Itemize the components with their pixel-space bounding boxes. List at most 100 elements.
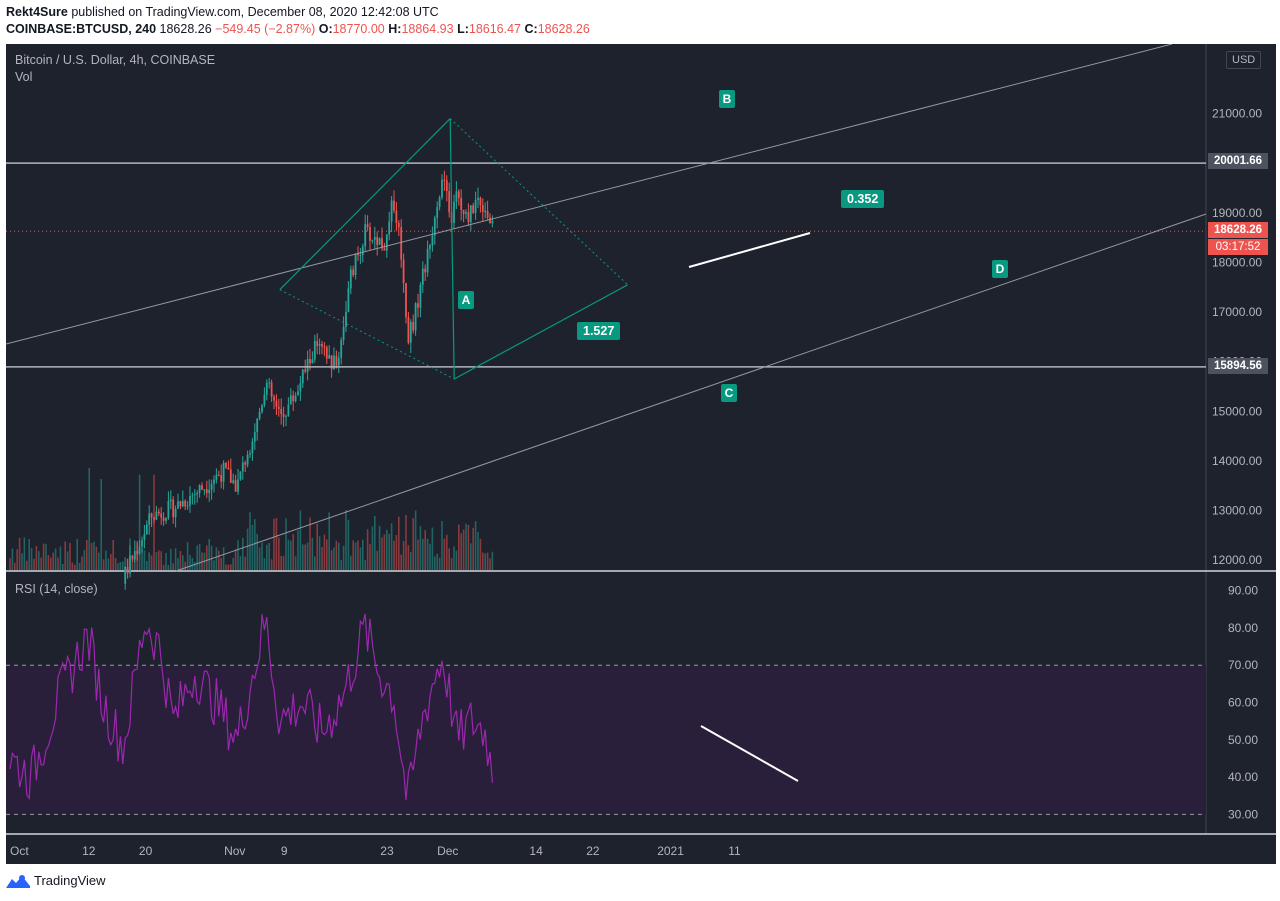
volume-bar [143,550,146,570]
chart-panel[interactable]: 21000.0020000.0019000.0018000.0017000.00… [6,44,1276,864]
volume-bar [359,547,362,570]
volume-bar [218,550,220,570]
point-c-label[interactable]: C [721,384,737,402]
volume-bar [390,523,393,570]
volume-bar [83,549,86,570]
volume-bar [311,537,314,570]
volume-bar [362,539,364,570]
candle-body [333,355,335,370]
volume-bar [273,518,275,570]
candle-body [481,204,484,212]
candle-body [460,197,463,210]
candle-body [191,495,194,497]
candle-body [424,268,427,273]
volume-bar [330,550,333,570]
ratio-abc-label[interactable]: 1.527 [577,322,621,340]
candle-body [309,359,311,364]
candle-body [412,321,415,331]
volume-bar [76,538,78,570]
candle-body [241,462,244,472]
volume-bar [225,564,227,570]
point-b-label[interactable]: B [719,90,735,108]
volume-bar [386,529,388,570]
candle-body [299,383,302,392]
candle-body [275,400,278,407]
point-d-label[interactable]: D [992,260,1008,278]
volume-bar [30,548,33,570]
candle-body [321,344,323,347]
volume-bar [246,528,249,570]
candle-body [311,359,314,364]
ratio-bcd-label[interactable]: 0.352 [841,190,885,208]
candle-body [157,511,160,514]
candle-body [409,321,412,343]
channel-upper-line [6,44,1173,345]
currency-tag[interactable]: USD [1226,51,1262,69]
candle-body [455,191,458,202]
volume-bar [309,517,311,570]
volume-bar [376,550,378,570]
tradingview-brand[interactable]: TradingView [6,873,106,888]
volume-bar [441,521,443,570]
volume-bar [333,547,335,570]
rsi-tick-label: 70.00 [1228,658,1258,672]
symbol-name: COINBASE:BTCUSD, [6,22,132,36]
time-tick-label: 11 [728,844,741,858]
volume-bar [316,523,318,570]
published-text: published on TradingView.com, December 0… [71,5,439,19]
volume-bar [54,548,57,570]
volume-bar [242,537,244,570]
volume-bar [270,559,273,570]
chart-canvas[interactable]: 21000.0020000.0019000.0018000.0017000.00… [6,44,1276,864]
candle-body [297,391,299,396]
volume-bar [57,557,59,570]
volume-bar [124,557,126,570]
candle-body [335,355,338,366]
candle-body [448,191,451,213]
candle-body [441,179,443,198]
volume-bar [239,555,242,570]
time-tick-label: 20 [139,844,153,858]
tradingview-logo-icon [6,874,30,888]
point-a-label[interactable]: A [458,291,474,309]
candle-body [124,566,127,584]
candle-body [265,382,268,395]
price-tick-label: 17000.00 [1212,305,1262,319]
volume-bar [158,550,160,570]
change-value: −549.45 (−2.87%) [215,22,316,36]
volume-bar [400,554,402,570]
volume-bar [431,527,434,570]
candle-body [280,409,283,414]
candle-body [129,555,131,574]
volume-bar [297,530,299,570]
volume-bar [35,545,38,570]
volume-bar [446,534,448,570]
candle-body [261,405,263,412]
candle-body [141,540,143,547]
author-name[interactable]: Rekt4Sure [6,5,68,19]
candle-body [472,205,475,213]
volume-bar [366,529,369,570]
interval-value: 240 [135,22,157,36]
volume-bar [165,552,167,570]
volume-bar [335,540,338,570]
candle-body [342,326,345,341]
support-price-badge: 15894.56 [1208,358,1268,374]
candle-body [477,197,479,200]
candle-body [318,344,321,346]
candle-body [445,180,448,192]
candle-body [467,212,470,223]
time-tick-label: Oct [10,844,29,858]
volume-bar [33,558,35,570]
time-tick-label: Dec [437,844,458,858]
candle-body [304,369,307,372]
rsi-trendline [700,725,799,782]
volume-bar [189,554,191,570]
volume-bar [414,510,417,570]
volume-bar [230,564,232,570]
volume-bar [227,564,230,570]
volume-bar [170,549,172,570]
volume-bar [345,510,347,570]
volume-bar [371,526,374,570]
